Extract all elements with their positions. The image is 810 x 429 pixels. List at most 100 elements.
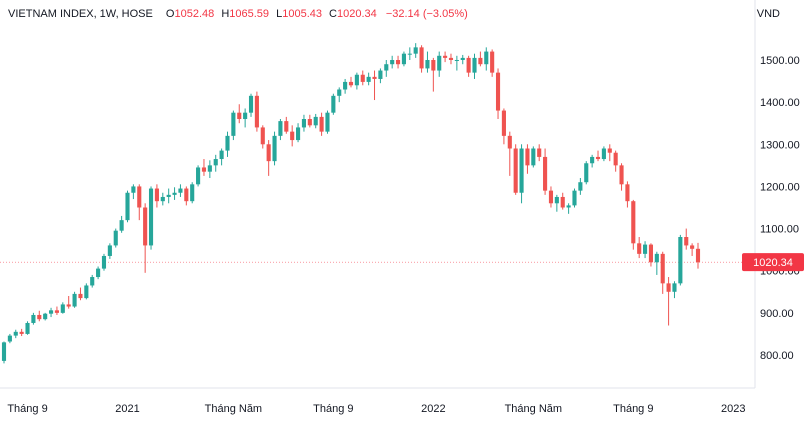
candle-body (72, 293, 77, 307)
candle-body (184, 188, 189, 202)
open-label: O (165, 8, 175, 20)
candle-body (354, 74, 359, 86)
candle-body (113, 230, 118, 246)
candle-body (243, 112, 248, 119)
candle-body (525, 148, 530, 166)
candle-body (372, 76, 377, 79)
candle-body (348, 81, 354, 86)
candle-body (84, 285, 89, 299)
last-price-tag: 1020.34 (742, 253, 804, 272)
candle-body (96, 268, 101, 278)
low-value: 1005.43 (282, 8, 322, 20)
candle-body (60, 304, 65, 313)
time-tick-label: 2022 (421, 403, 445, 415)
candle-body (401, 53, 406, 65)
candle-body (343, 81, 348, 90)
candle-body (425, 60, 430, 69)
candle-body (695, 248, 701, 263)
last-price-badge-text: 1020.34 (753, 257, 793, 269)
candle-body (154, 188, 159, 202)
time-tick-label: Tháng 9 (7, 403, 47, 415)
high-value: 1065.59 (229, 8, 270, 20)
candle-body (519, 148, 524, 193)
candle-body (443, 55, 448, 58)
candle-body (219, 150, 224, 160)
time-tick-label: Tháng Năm (205, 403, 262, 415)
candle-body (119, 220, 124, 231)
candle-body (537, 148, 542, 157)
candle-body (619, 165, 624, 185)
open-value: 1052.48 (174, 8, 215, 20)
candle-body (231, 112, 236, 136)
candle-body (166, 194, 171, 197)
candle-body (25, 322, 30, 334)
candle-body (478, 57, 483, 65)
candle-body (654, 253, 659, 263)
time-axis[interactable]: Tháng 9 2021 Tháng Năm Tháng 9 2022 Tháng Năm… (7, 403, 745, 415)
price-tick-label: 1200.00 (760, 181, 800, 193)
candle-body (190, 184, 195, 202)
candle-body (1, 342, 7, 361)
candle-body (90, 277, 95, 286)
candle-body (672, 283, 677, 292)
candle-body (678, 237, 683, 284)
candle-body (395, 60, 401, 65)
candle-body (637, 243, 642, 254)
candle-body (566, 205, 571, 208)
candle-body (666, 283, 671, 292)
change-value: −32.14 (−3.05%) (385, 8, 468, 20)
candle-body (296, 127, 301, 141)
candle-body (107, 245, 112, 256)
candle-body (631, 201, 636, 244)
time-tick-label: Tháng 9 (313, 403, 353, 415)
candles-group (1, 43, 701, 364)
candle-body (178, 188, 183, 193)
candle-body (54, 310, 59, 313)
candle-body (466, 57, 471, 73)
time-tick-label: 2023 (721, 403, 745, 415)
candle-body (413, 47, 418, 54)
candle-body (266, 144, 271, 162)
candle-body (366, 76, 371, 82)
price-axis[interactable]: 800.00900.001000.001100.001200.001300.00… (760, 55, 800, 362)
candle-body (248, 95, 254, 113)
candle-body (584, 163, 589, 183)
candle-body (207, 165, 212, 172)
price-tick-label: 1400.00 (760, 97, 800, 109)
currency-label: VND (756, 8, 780, 20)
symbol-title[interactable]: VIETNAM INDEX, 1W, HOSE (8, 8, 153, 20)
low-label: L (276, 8, 283, 20)
price-tick-label: 1300.00 (760, 139, 800, 151)
candle-body (78, 293, 83, 299)
candle-body (131, 186, 136, 193)
candle-body (601, 148, 606, 160)
candle-body (643, 244, 648, 254)
time-tick-label: Tháng 9 (613, 403, 653, 415)
candle-body (7, 335, 12, 342)
candle-body (272, 135, 277, 162)
candle-body (554, 196, 559, 204)
candle-body (331, 95, 336, 113)
close-label: C (329, 8, 337, 20)
legend-header: VIETNAM INDEX, 1W, HOSE O1052.48 H1065.5… (8, 8, 468, 20)
candle-body (290, 131, 295, 141)
candle-body (313, 116, 318, 126)
candle-body (260, 127, 265, 145)
candle-body (548, 190, 554, 204)
candle-body (684, 237, 689, 246)
candle-body (325, 112, 330, 132)
candle-body (513, 148, 518, 193)
candle-body (595, 156, 601, 160)
candle-body (507, 135, 512, 149)
candle-body (648, 244, 654, 263)
candle-body (448, 57, 454, 60)
candle-body (337, 89, 342, 96)
price-tick-label: 1100.00 (760, 224, 799, 236)
candle-body (201, 167, 207, 172)
candle-body (19, 331, 24, 334)
candle-body (172, 192, 177, 195)
candle-body (319, 116, 324, 132)
candle-body (543, 156, 548, 191)
candle-body (607, 148, 612, 153)
